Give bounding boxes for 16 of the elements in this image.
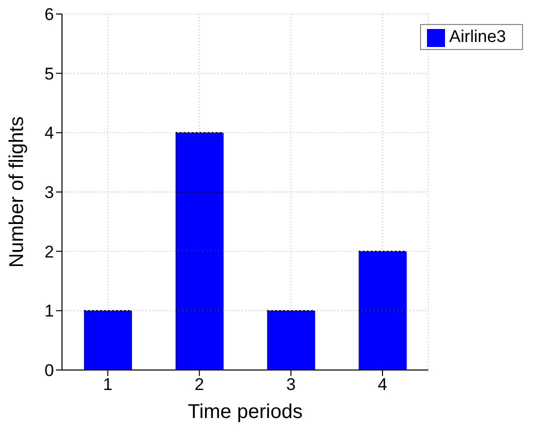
x-axis-title: Time periods: [188, 401, 303, 423]
bar: [84, 310, 132, 370]
y-tick-label: 6: [44, 5, 54, 24]
y-tick-label: 1: [44, 302, 54, 321]
x-tick-label: 1: [103, 375, 113, 394]
y-axis-title: Number of flights: [6, 116, 28, 268]
legend-label: Airline3: [449, 27, 506, 46]
y-tick-label: 3: [44, 183, 54, 202]
x-tick-label: 4: [378, 375, 388, 394]
x-tick-label: 3: [286, 375, 296, 394]
y-tick-label: 4: [44, 124, 54, 143]
y-tick-label: 5: [44, 64, 54, 84]
y-tick-label: 0: [44, 361, 54, 380]
bar: [267, 310, 316, 370]
x-tick-label: 2: [194, 375, 204, 394]
y-tick-label: 2: [44, 242, 54, 262]
